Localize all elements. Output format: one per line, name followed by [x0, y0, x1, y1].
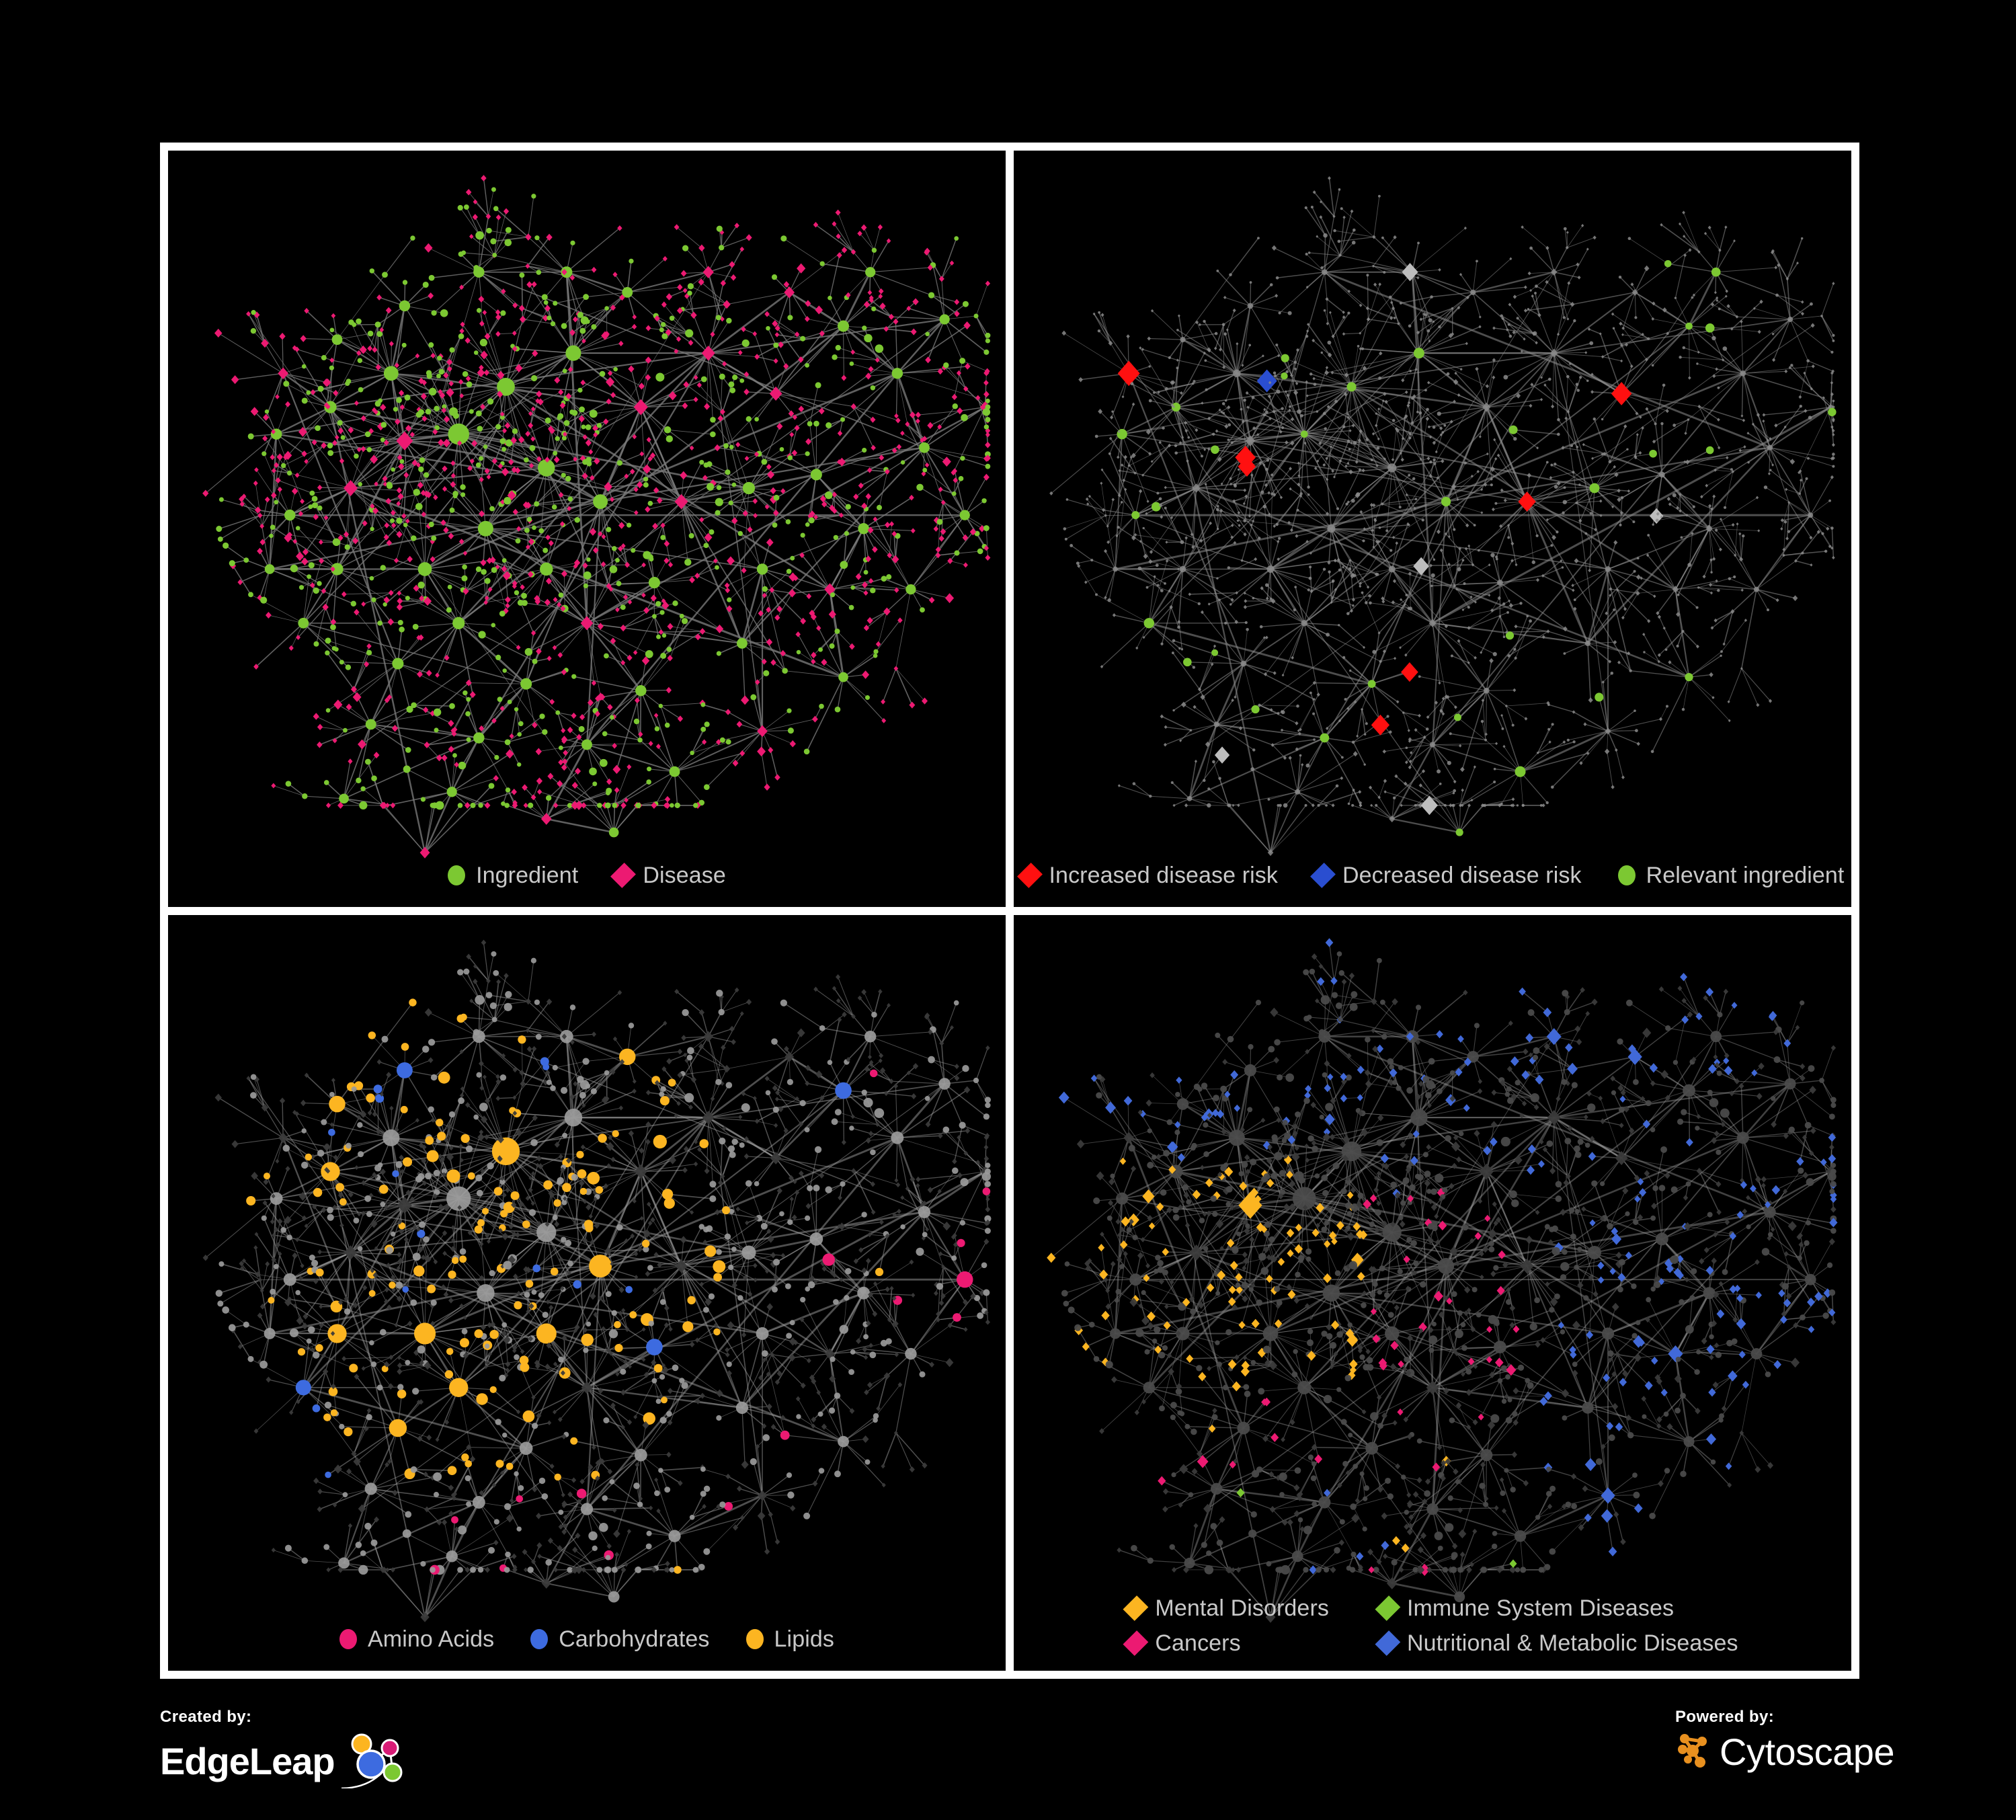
created-by-label: Created by:	[160, 1708, 252, 1726]
brand-edgeleap[interactable]: Created by: EdgeLeap	[160, 1708, 414, 1792]
cytoscape-graph-icon	[1675, 1731, 1713, 1773]
cytoscape-logo-row: Cytoscape	[1675, 1730, 1895, 1773]
network-canvas-3	[168, 915, 1006, 1671]
panel-disease-risk[interactable]: Increased disease risk Decreased disease…	[1014, 151, 1851, 907]
edgeleap-wordmark: EdgeLeap	[160, 1739, 335, 1782]
network-edges	[1051, 177, 1834, 853]
panel-grid: Ingredient Disease Increased disease ris…	[160, 143, 1859, 1679]
panel-ingredient-disease[interactable]: Ingredient Disease	[168, 151, 1006, 907]
network-nodes	[1047, 937, 1838, 1623]
edgeleap-logo-row: EdgeLeap	[160, 1731, 414, 1792]
cytoscape-wordmark: Cytoscape	[1720, 1730, 1895, 1773]
network-edges	[205, 177, 989, 853]
network-edges	[1051, 942, 1834, 1618]
network-nodes	[202, 175, 991, 859]
brand-cytoscape[interactable]: Powered by:	[1675, 1708, 1895, 1773]
powered-by-label: Powered by:	[1675, 1708, 1775, 1726]
panel-ingredient-class[interactable]: Amino Acids Carbohydrates Lipids	[168, 914, 1006, 1671]
network-canvas-1	[168, 151, 1006, 907]
edgeleap-graph-icon	[320, 1731, 414, 1792]
panel-disease-class[interactable]: Mental Disorders Immune System Diseases …	[1014, 914, 1851, 1671]
network-canvas-2	[1014, 151, 1851, 907]
network-nodes	[1049, 176, 1837, 857]
network-canvas-4	[1014, 915, 1851, 1671]
network-edges	[205, 942, 989, 1618]
network-nodes	[202, 939, 992, 1622]
